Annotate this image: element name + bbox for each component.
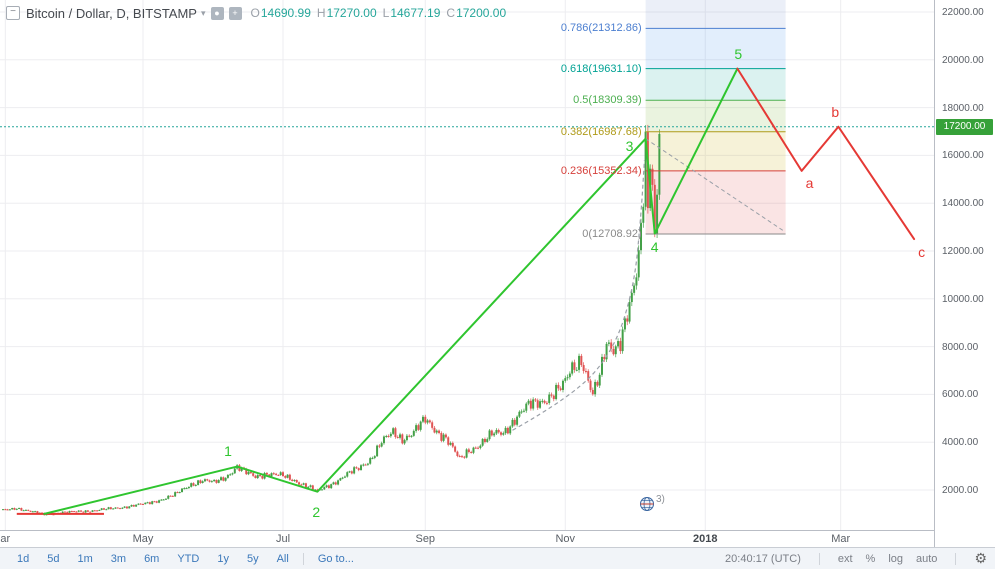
range-button-ytd[interactable]: YTD — [177, 552, 200, 565]
legend: − Bitcoin / Dollar, D, BITSTAMP ▾ ● + O1… — [6, 5, 506, 21]
wave-label-b: b — [831, 103, 840, 120]
low-label: L — [382, 6, 390, 20]
time-tick-label: Mar — [831, 533, 851, 545]
high-label: H — [316, 6, 326, 20]
log-scale-button[interactable]: log — [888, 552, 904, 565]
range-button-3m[interactable]: 3m — [110, 552, 127, 565]
add-indicator-icon[interactable]: + — [228, 6, 242, 20]
chart-canvas[interactable] — [0, 0, 934, 530]
time-tick-label: Sep — [415, 533, 436, 545]
price-axis[interactable]: 22000.00 20000.00 18000.00 16000.00 14000.00… — [934, 0, 995, 547]
extended-hours-button[interactable]: ext — [837, 552, 853, 565]
price-tick-label: 2000.00 — [942, 485, 979, 496]
fib-level-label-0.236: 0.236(15352.34) — [560, 164, 642, 177]
time-tick-label: ar — [0, 533, 11, 545]
range-button-1y[interactable]: 1y — [217, 552, 229, 565]
collapse-icon[interactable]: − — [6, 6, 20, 20]
fib-band — [645, 68, 786, 101]
wave-label-4: 4 — [650, 238, 659, 255]
price-tick-label: 4000.00 — [942, 437, 979, 449]
eye-icon[interactable]: ● — [210, 6, 224, 20]
price-tick-label: 8000.00 — [942, 341, 979, 353]
wave-label-c: c — [918, 244, 926, 261]
dropdown-caret-icon[interactable]: ▾ — [200, 7, 206, 18]
price-tick-label: 20000.00 — [942, 54, 984, 66]
dashed-curve[interactable] — [512, 160, 646, 431]
divider — [955, 552, 957, 565]
time-tick-label: Jul — [275, 533, 291, 545]
wave-label-1: 1 — [224, 442, 232, 459]
fib-level-label-0.5: 0.5(18309.39) — [573, 94, 642, 107]
divider — [818, 552, 820, 565]
globe-icon — [640, 497, 654, 511]
wave-label-2: 2 — [312, 503, 321, 520]
toolbar-right: 20:40:17 (UTC) ext % log auto ⚙ — [725, 550, 987, 567]
ohlc-readout: O14690.99 H17270.00 L14677.19 C17200.00 — [251, 6, 507, 20]
fib-band — [645, 131, 786, 171]
fib-band — [645, 0, 786, 29]
ideas-count-badge: 3) — [656, 494, 665, 505]
divider — [302, 552, 304, 565]
symbol-title[interactable]: Bitcoin / Dollar, D, BITSTAMP — [26, 5, 197, 21]
fib-level-label-0.618: 0.618(19631.10) — [560, 62, 642, 75]
price-tick-label: 10000.00 — [942, 293, 984, 305]
range-button-1d[interactable]: 1d — [17, 552, 30, 565]
open-value: 14690.99 — [260, 6, 311, 20]
wave-label-a: a — [805, 174, 814, 191]
close-value: 17200.00 — [456, 6, 507, 20]
candlesticks[interactable] — [2, 124, 661, 516]
time-tick-label: Nov — [555, 533, 576, 545]
time-tick-label: May — [132, 533, 154, 545]
range-buttons: 1d 5d 1m 3m 6m YTD 1y 5y All Go to... — [8, 552, 363, 565]
time-axis[interactable]: ar May Jul Sep Nov 2018 Mar — [0, 530, 934, 547]
range-button-6m[interactable]: 6m — [144, 552, 160, 565]
time-tick-label: 2018 — [693, 533, 718, 545]
price-chart[interactable]: − Bitcoin / Dollar, D, BITSTAMP ▾ ● + O1… — [0, 0, 934, 530]
elliott-wave-correction-line[interactable] — [736, 67, 916, 241]
price-tick-label: 12000.00 — [942, 246, 984, 257]
ideas-globe-icon[interactable]: 3) — [639, 494, 665, 512]
current-price-badge: 17200.00 — [936, 118, 993, 135]
range-button-5d[interactable]: 5d — [47, 552, 60, 565]
price-tick-label: 14000.00 — [942, 198, 984, 210]
percent-scale-button[interactable]: % — [865, 552, 876, 565]
elliott-wave-impulse-line[interactable] — [43, 67, 739, 515]
open-label: O — [250, 6, 260, 20]
wave-label-5: 5 — [734, 45, 743, 62]
range-button-all[interactable]: All — [276, 552, 289, 565]
fib-level-label-0.786: 0.786(21312.86) — [560, 22, 642, 35]
close-label: C — [446, 6, 456, 20]
range-button-5y[interactable]: 5y — [246, 552, 259, 565]
clock: 20:40:17 (UTC) — [725, 552, 801, 565]
goto-button[interactable]: Go to... — [317, 552, 354, 565]
price-tick-label: 22000.00 — [942, 7, 984, 18]
fib-level-label-0.382: 0.382(16987.68) — [560, 125, 642, 138]
price-tick-label: 16000.00 — [942, 150, 984, 162]
high-value: 17270.00 — [326, 6, 377, 20]
fib-band — [645, 170, 786, 235]
bottom-toolbar: 1d 5d 1m 3m 6m YTD 1y 5y All Go to... 20:40:17 (U… — [0, 547, 995, 569]
fib-level-label-0: 0(12708.92) — [582, 228, 642, 241]
fib-band — [645, 28, 786, 69]
wave-label-3: 3 — [625, 137, 634, 154]
auto-scale-button[interactable]: auto — [916, 552, 938, 565]
price-tick-label: 18000.00 — [942, 102, 984, 114]
range-button-1m[interactable]: 1m — [77, 552, 93, 565]
settings-gear-icon[interactable]: ⚙ — [974, 550, 987, 566]
low-value: 14677.19 — [390, 6, 441, 20]
price-tick-label: 6000.00 — [942, 389, 979, 401]
